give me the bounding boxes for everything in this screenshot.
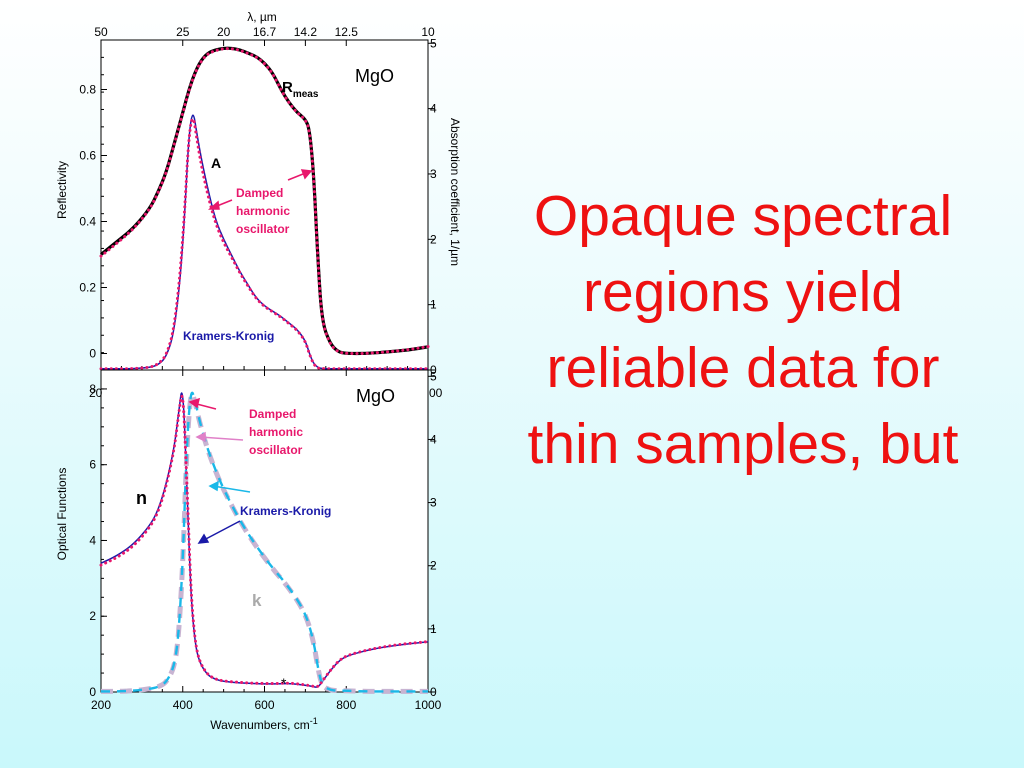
top-y2tick-label: 3 [430,167,437,181]
bottom-dho-arrow-pink [195,431,244,443]
n-label: n [136,488,147,508]
bottom-xtick-label: 800 [336,698,356,712]
bottom-xtick-label: 1000 [415,698,442,712]
top-ytick-label: 0.8 [79,83,96,97]
slide-title-line: regions yield [582,260,903,324]
bottom-series-n-damped-harmonic-oscillator [99,394,430,689]
top-y2tick-label: 0 [430,363,437,377]
bottom-plot-frame [100,369,429,693]
bottom-ytick-label: 6 [89,458,96,472]
bottom-ytick-label: 2 [89,609,96,623]
top-xtick-label: 50 [94,25,108,39]
top-ytick-label: 0.4 [79,215,96,229]
r-meas-label: Rmeas [282,79,319,100]
bottom-y2tick-label: 2 [430,559,437,573]
top-kk-label: Kramers-Kronig [183,329,274,343]
bottom-ytick-label: 0 [89,685,96,699]
bottom-y2tick-label: 1 [430,622,437,636]
top-y2tick-label: 2 [430,232,437,246]
bottom-xlabel-exp: -1 [310,716,318,726]
bottom-mgo-title: MgO [356,386,395,406]
top-ytick-label: 0.6 [79,149,96,163]
bottom-xtick-label: 200 [91,698,111,712]
top-y2tick-label: 5 [430,36,437,50]
slide-title: Opaque spectral regions yield reliable d… [478,178,1008,482]
top-ytick-label: 0 [89,347,96,361]
top-y2tick-label: 4 [430,102,437,116]
bottom-series-kramers-kronig [100,391,428,693]
top-mgo-title: MgO [355,66,394,86]
top-dho-label-2: harmonic [236,204,290,218]
bottom-ytick-label: 8 [89,382,96,396]
bottom-kk-arrow-cyan [208,480,251,493]
top-ytick-label: 0.2 [79,281,96,295]
top-series-damped-harmonic-oscillator [99,47,430,355]
top-xtick-label: 12.5 [335,25,359,39]
top-dho-arrow-left [208,199,233,210]
top-xtick-label: 10 [421,25,435,39]
slide-title-line: Opaque spectral [533,184,953,248]
r-meas-label-sub: meas [293,89,319,100]
top-dho-label-1: Damped [236,186,283,200]
bottom-xlabel: Wavenumbers, cm-1 [210,716,318,732]
bottom-kk-label: Kramers-Kronig [240,504,331,518]
top-y2tick-label: 1 [430,298,437,312]
top-dho-arrow-right [287,169,313,181]
bottom-ylabel: Optical Functions [55,468,69,561]
slide-title-line: thin samples, but [527,412,959,476]
bottom-y2tick-label: 5 [430,369,437,383]
bottom-dho-label-1: Damped [249,407,296,421]
bottom-y2tick-label: 4 [430,432,437,446]
optical-functions-panel: 20 00 0 2 4 6 8 0 1 2 3 4 5 200 400 600 800 1000 Wavenu… [55,369,443,732]
bottom-y2tick-label: 3 [430,496,437,510]
a-label: A [211,155,221,171]
bottom-partial-tick-right: 00 [429,386,443,400]
bottom-dho-label-2: harmonic [249,425,303,439]
bottom-series-k [100,391,428,694]
top-y2label: Absorption coefficient, 1/µm [448,118,462,266]
top-xtick-label: 25 [176,25,190,39]
bottom-dho-label-3: oscillator [249,443,303,457]
bottom-xlabel-text: Wavenumbers, cm [210,718,310,732]
top-ylabel: Reflectivity [55,161,69,219]
bottom-kk-arrow-blue [197,520,241,544]
asterisk-label: * [281,675,287,691]
r-meas-label-main: R [282,79,293,96]
bottom-xtick-label: 400 [173,698,193,712]
bottom-partial-tick-left: 20 [89,386,103,400]
top-xtick-label: 14.2 [294,25,318,39]
top-xtick-label: 20 [217,25,231,39]
top-wavelength-axis-label: λ, µm [247,10,277,24]
k-label: k [252,591,262,610]
slide-title-line: reliable data for [546,336,940,400]
bottom-xtick-label: 600 [254,698,274,712]
top-plot-frame [100,39,429,371]
bottom-dho-arrow-magenta [188,397,217,410]
top-xtick-label: 16.7 [253,25,277,39]
top-dho-label-3: oscillator [236,222,290,236]
top-series-a-damped-harmonic-oscillator [99,117,430,371]
bottom-ytick-label: 4 [89,533,96,547]
bottom-y2tick-label: 0 [430,685,437,699]
